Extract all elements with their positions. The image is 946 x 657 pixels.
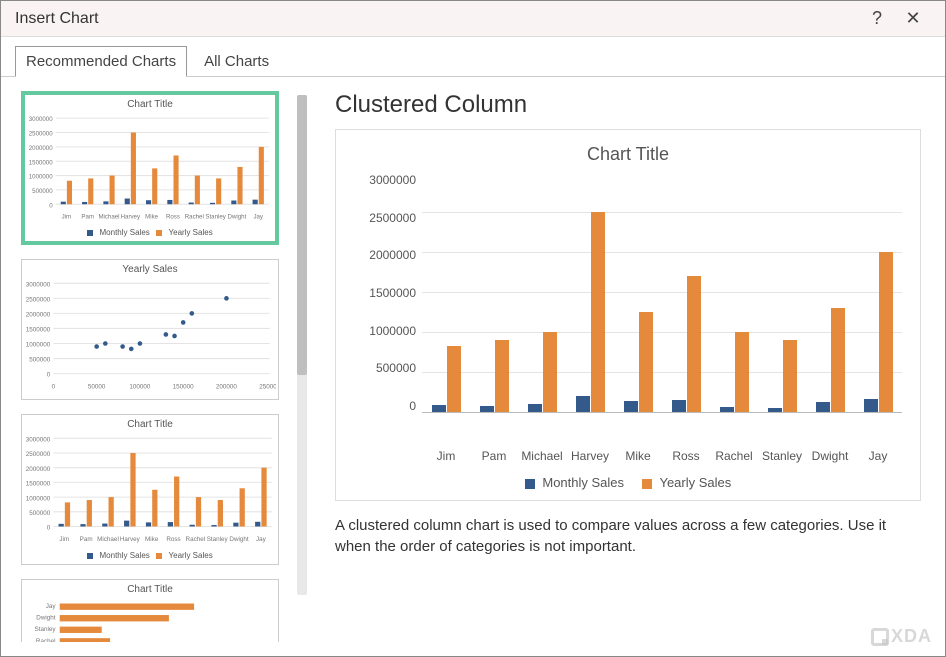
y-axis-labels: 3000000250000020000001500000100000050000… [354,173,422,413]
chart-type-title: Clustered Column [335,91,921,119]
thumbnail-chart: JayDwightStanleyRachelRossMike [24,597,276,642]
svg-text:0: 0 [47,525,51,532]
svg-text:1000000: 1000000 [29,174,53,181]
close-button[interactable]: ✕ [895,8,931,29]
svg-text:Dwight: Dwight [229,536,248,543]
svg-text:150000: 150000 [173,383,195,390]
chart-description: A clustered column chart is used to comp… [335,515,921,557]
svg-text:Michael: Michael [98,214,119,221]
legend-label-yearly: Yearly Sales [659,475,731,490]
svg-text:2000000: 2000000 [26,466,51,473]
svg-text:Jim: Jim [59,536,69,543]
thumbnail-chart: 0 500000 1000000 1500000 2000000 2500000 30000… [24,432,276,551]
svg-text:Stanley: Stanley [205,214,226,221]
tab-all-charts[interactable]: All Charts [193,46,280,77]
watermark-icon [871,628,889,646]
help-button[interactable]: ? [859,8,895,29]
svg-text:50000: 50000 [88,383,106,390]
watermark: XDA [871,626,932,647]
chart-title: Chart Title [354,144,902,165]
svg-text:Rachel: Rachel [185,214,204,221]
titlebar: Insert Chart ? ✕ [1,1,945,37]
chart-thumbnail[interactable]: Chart Title 0 500000 1000000 1500000 2000000 2… [21,91,279,245]
legend-swatch-yearly [642,479,652,489]
svg-text:3000000: 3000000 [29,116,53,123]
window-title: Insert Chart [15,10,859,28]
svg-text:Harvey: Harvey [121,214,141,221]
thumbnail-title: Chart Title [24,419,276,430]
svg-text:1500000: 1500000 [29,159,53,166]
thumbnail-chart: 0 500000 1000000 1500000 2000000 2500000 30000… [27,112,273,228]
tab-recommended-charts[interactable]: Recommended Charts [15,46,187,77]
svg-text:0: 0 [47,372,51,379]
legend-swatch-monthly [525,479,535,489]
svg-text:Harvey: Harvey [120,536,141,543]
svg-text:Pam: Pam [80,536,93,543]
chart-area: 3000000250000020000001500000100000050000… [354,173,902,443]
svg-text:500000: 500000 [29,356,51,363]
svg-text:1000000: 1000000 [26,496,51,503]
svg-text:200000: 200000 [216,383,238,390]
svg-text:Mike: Mike [145,214,159,221]
preview-pane: Clustered Column Chart Title 30000002500… [311,77,945,656]
svg-text:100000: 100000 [129,383,151,390]
svg-text:Stanley: Stanley [35,626,57,633]
svg-text:Jim: Jim [62,214,72,221]
tab-strip: Recommended Charts All Charts [1,37,945,77]
svg-text:Jay: Jay [46,603,57,610]
chart-thumbnail[interactable]: Chart Title 0 500000 1000000 1500000 2000000 2… [21,414,279,565]
chart-preview[interactable]: Chart Title 3000000250000020000001500000… [335,129,921,501]
svg-text:1000000: 1000000 [26,341,51,348]
chart-thumbnail[interactable]: Chart TitleJayDwightStanleyRachelRossMik… [21,579,279,642]
svg-text:Jay: Jay [256,536,267,543]
svg-text:3000000: 3000000 [26,281,51,288]
svg-text:2500000: 2500000 [29,131,53,138]
svg-text:2000000: 2000000 [26,311,51,318]
x-axis-labels: JimPamMichaelHarveyMikeRossRachelStanley… [422,449,902,463]
svg-text:Mike: Mike [145,536,159,543]
thumbnail-legend: Monthly Sales Yearly Sales [24,551,276,560]
thumbnail-title: Chart Title [24,584,276,595]
svg-text:Rachel: Rachel [186,536,206,543]
watermark-text: XDA [891,626,932,647]
svg-text:Stanley: Stanley [207,536,229,543]
svg-text:Jay: Jay [253,214,263,221]
svg-text:Dwight: Dwight [228,214,247,221]
thumbnail-title: Yearly Sales [24,264,276,275]
svg-text:3000000: 3000000 [26,437,51,444]
svg-text:Pam: Pam [81,214,94,221]
legend-label-monthly: Monthly Sales [542,475,624,490]
thumbnail-legend: Monthly Sales Yearly Sales [27,228,273,237]
chart-thumbnail[interactable]: Yearly Sales0500000100000015000002000000… [21,259,279,401]
thumbnail-chart: 0500000100000015000002000000250000030000… [24,277,276,396]
svg-text:2500000: 2500000 [26,451,51,458]
svg-text:1500000: 1500000 [26,481,51,488]
svg-text:0: 0 [49,202,53,209]
scrollbar-thumb[interactable] [297,95,307,375]
svg-text:Ross: Ross [166,536,180,543]
thumbnails-pane: Chart Title05000001000000150000020000002… [1,77,311,656]
svg-text:250000: 250000 [259,383,276,390]
plot-area [422,173,902,413]
svg-text:Ross: Ross [166,214,180,221]
svg-text:500000: 500000 [29,510,51,517]
svg-text:1500000: 1500000 [26,326,51,333]
thumbnails-scrollbar[interactable] [297,95,307,595]
svg-text:Michael: Michael [97,536,119,543]
svg-text:Dwight: Dwight [36,614,55,621]
thumbnail-title: Chart Title [27,99,273,110]
svg-text:500000: 500000 [32,188,53,195]
chart-legend: Monthly Sales Yearly Sales [354,475,902,490]
svg-text:0: 0 [52,383,56,390]
svg-text:2000000: 2000000 [29,145,53,152]
svg-text:Rachel: Rachel [36,638,56,642]
svg-text:2500000: 2500000 [26,296,51,303]
